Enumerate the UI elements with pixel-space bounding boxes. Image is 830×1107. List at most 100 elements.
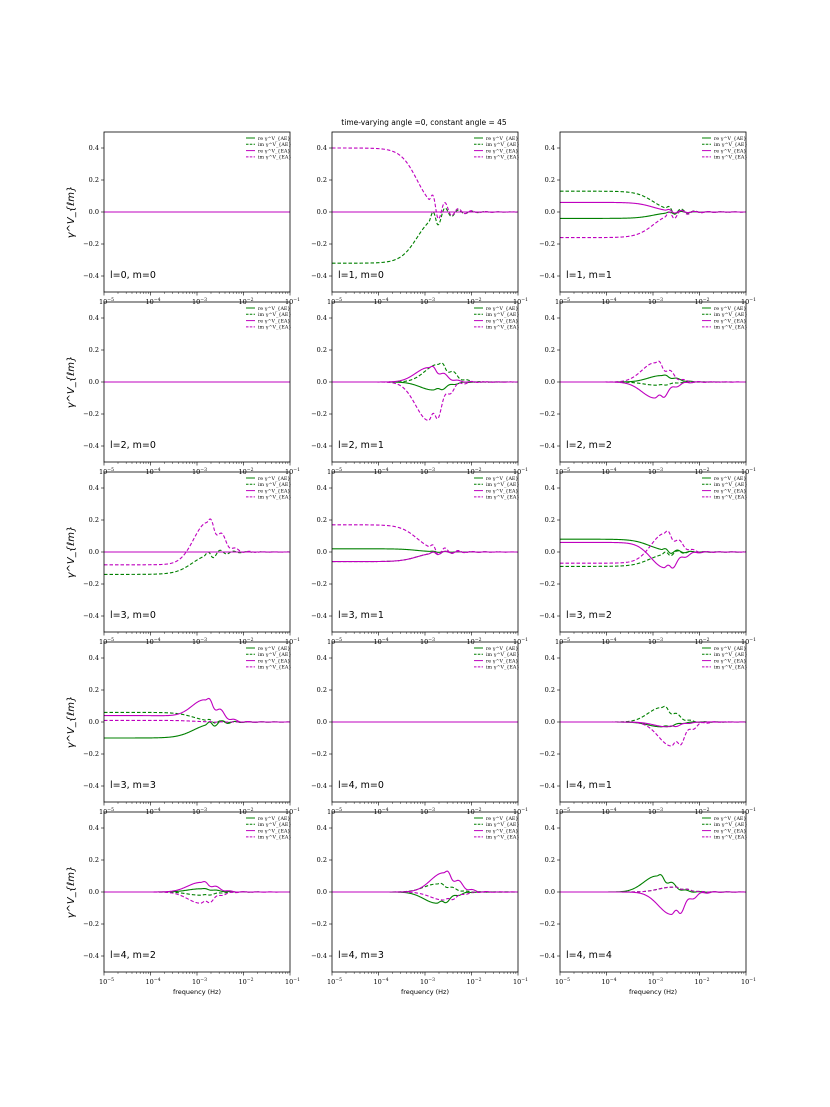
legend-label: im γ^V_{EA}: [714, 834, 747, 841]
x-tick-label: 10−1: [741, 637, 756, 646]
series-line: [560, 874, 746, 893]
y-tick-label: 0.4: [89, 824, 99, 832]
legend-label: re γ^V_{EA}: [714, 147, 746, 154]
legend-label: im γ^V_{AE}: [258, 311, 291, 318]
panel-label: l=4, m=2: [110, 950, 156, 961]
y-tick-label: 0.0: [89, 378, 99, 386]
subplot-panel: −0.4 −0.2 0.0 0.2 0.4 10−5 10−4 10−3 10−2 10−1 l=3…: [311, 471, 528, 646]
series-line: [332, 870, 518, 893]
x-tick-label: 10−5: [327, 467, 342, 476]
legend-label: im γ^V_{AE}: [714, 481, 747, 488]
y-tick-label: −0.4: [83, 442, 99, 450]
legend-label: im γ^V_{EA}: [258, 494, 291, 501]
legend-label: im γ^V_{AE}: [258, 141, 291, 148]
legend-label: re γ^V_{EA}: [714, 317, 746, 324]
legend-label: re γ^V_{EA}: [258, 147, 290, 154]
series-line: [332, 891, 518, 901]
x-axis-label: frequency (Hz): [401, 988, 449, 996]
y-tick-label: −0.4: [83, 952, 99, 960]
series-line: [332, 362, 518, 383]
y-tick-label: 0.2: [317, 516, 327, 524]
legend-label: re γ^V_{EA}: [258, 487, 290, 494]
y-tick-label: 0.4: [317, 484, 327, 492]
y-axis-label: γ^V_{ℓm}: [66, 866, 77, 919]
x-tick-label: 10−1: [741, 297, 756, 306]
legend: re γ^V_{AE}im γ^V_{AE}re γ^V_{EA}im γ^V_…: [702, 815, 747, 841]
legend-label: im γ^V_{EA}: [714, 324, 747, 331]
panel-label: l=3, m=3: [110, 780, 156, 791]
plot-area: [560, 874, 746, 915]
series-line: [560, 374, 746, 383]
legend: re γ^V_{AE}im γ^V_{AE}re γ^V_{EA}im γ^V_…: [702, 645, 747, 671]
x-tick-label: 10−2: [695, 807, 710, 816]
y-tick-label: −0.4: [539, 272, 555, 280]
y-tick-label: −0.2: [311, 920, 327, 928]
panel-label: l=3, m=2: [566, 610, 612, 621]
subplot-panel: −0.4 −0.2 0.0 0.2 0.4 10−5 10−4 10−3 10−2 10−1 l=4…: [539, 641, 756, 816]
panel-label: l=2, m=2: [566, 440, 612, 451]
x-tick-label: 10−5: [99, 637, 114, 646]
y-tick-label: 0.2: [89, 856, 99, 864]
series-line: [560, 209, 746, 239]
legend-label: re γ^V_{EA}: [486, 657, 518, 664]
x-tick-label: 10−4: [602, 297, 617, 306]
y-tick-label: 0.0: [545, 378, 555, 386]
x-tick-label: 10−3: [648, 637, 663, 646]
x-tick-label: 10−3: [192, 807, 207, 816]
y-tick-label: −0.2: [83, 920, 99, 928]
legend: re γ^V_{AE}im γ^V_{AE}re γ^V_{EA}im γ^V_…: [246, 645, 291, 671]
y-tick-label: 0.2: [89, 516, 99, 524]
x-tick-label: 10−5: [99, 467, 114, 476]
x-tick-label: 10−2: [695, 977, 710, 986]
panel-label: l=4, m=1: [566, 780, 612, 791]
legend-label: im γ^V_{EA}: [486, 154, 519, 161]
x-tick-label: 10−4: [146, 637, 161, 646]
y-tick-label: −0.4: [539, 782, 555, 790]
legend-label: re γ^V_{AE}: [486, 815, 518, 822]
y-tick-label: 0.0: [317, 378, 327, 386]
y-tick-label: −0.2: [539, 240, 555, 248]
panel-label: l=2, m=0: [110, 440, 156, 451]
y-axis-label: γ^V_{ℓm}: [66, 356, 77, 409]
x-tick-label: 10−3: [648, 977, 663, 986]
legend-label: im γ^V_{AE}: [486, 651, 519, 658]
legend: re γ^V_{AE}im γ^V_{AE}re γ^V_{EA}im γ^V_…: [702, 305, 747, 331]
x-tick-label: 10−1: [285, 637, 300, 646]
legend-label: re γ^V_{AE}: [714, 135, 746, 142]
x-tick-label: 10−4: [146, 807, 161, 816]
legend-label: re γ^V_{AE}: [486, 475, 518, 482]
x-tick-label: 10−1: [285, 977, 300, 986]
legend-label: im γ^V_{EA}: [486, 494, 519, 501]
x-tick-label: 10−5: [555, 977, 570, 986]
x-tick-label: 10−2: [239, 807, 254, 816]
x-tick-label: 10−3: [192, 297, 207, 306]
y-tick-label: 0.4: [317, 144, 327, 152]
x-tick-label: 10−4: [374, 977, 389, 986]
legend-label: re γ^V_{EA}: [714, 487, 746, 494]
plot-area: [332, 870, 518, 904]
x-tick-label: 10−3: [648, 467, 663, 476]
legend-label: re γ^V_{AE}: [486, 645, 518, 652]
y-tick-label: 0.2: [545, 856, 555, 864]
legend: re γ^V_{AE}im γ^V_{AE}re γ^V_{EA}im γ^V_…: [474, 645, 519, 671]
legend-label: im γ^V_{EA}: [714, 494, 747, 501]
legend-label: im γ^V_{AE}: [258, 481, 291, 488]
x-tick-label: 10−5: [555, 807, 570, 816]
x-tick-label: 10−4: [374, 297, 389, 306]
panel-label: l=3, m=0: [110, 610, 156, 621]
series-line: [104, 549, 290, 575]
legend: re γ^V_{AE}im γ^V_{AE}re γ^V_{EA}im γ^V_…: [474, 475, 519, 501]
x-tick-label: 10−2: [467, 467, 482, 476]
y-tick-label: 0.2: [89, 686, 99, 694]
series-line: [560, 886, 746, 893]
y-tick-label: 0.4: [545, 654, 555, 662]
y-tick-label: 0.4: [89, 314, 99, 322]
legend-label: re γ^V_{AE}: [258, 305, 290, 312]
x-tick-label: 10−3: [648, 807, 663, 816]
x-tick-label: 10−1: [285, 467, 300, 476]
x-tick-label: 10−4: [146, 977, 161, 986]
subplot-panel: −0.4 −0.2 0.0 0.2 0.4 10−5 10−4 10−3 10−2 10−1 l=4…: [66, 811, 300, 996]
x-tick-label: 10−3: [420, 977, 435, 986]
series-line: [332, 550, 518, 563]
series-line: [560, 721, 746, 747]
